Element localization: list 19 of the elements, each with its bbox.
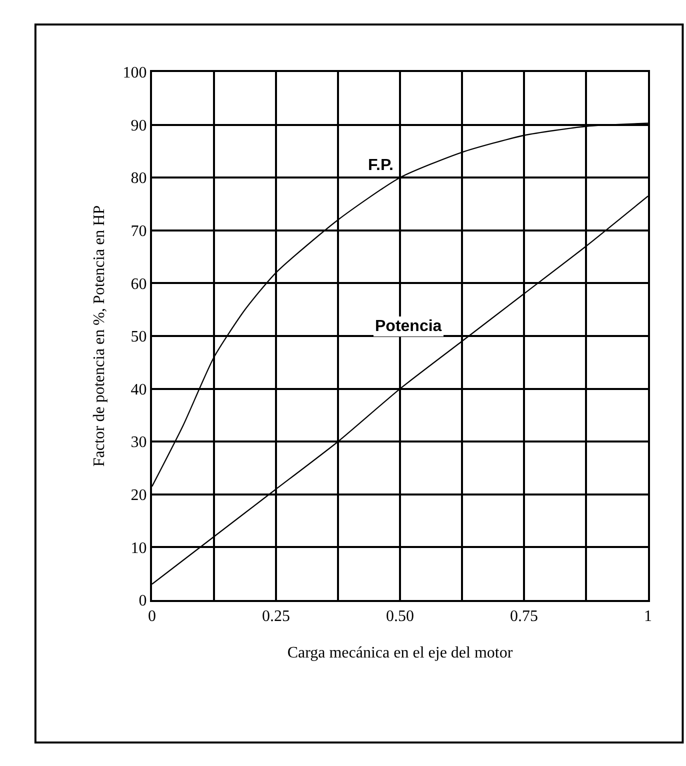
y-tick-label: 80 <box>130 170 147 188</box>
y-tick-label: 60 <box>130 276 147 293</box>
x-tick-label: 0.75 <box>510 608 538 626</box>
y-tick-label: 90 <box>130 117 147 134</box>
y-tick-label: 70 <box>130 223 147 240</box>
y-tick-label: 50 <box>130 328 147 346</box>
y-tick-label: 100 <box>122 64 147 82</box>
x-tick-label: 1 <box>644 608 652 626</box>
y-tick-label: 0 <box>138 592 147 610</box>
y-axis-title: Factor de potencia en %, Potencia en HP <box>91 205 108 467</box>
y-tick-label: 40 <box>130 381 147 398</box>
series-label: F.P. <box>368 157 394 174</box>
y-tick-label: 20 <box>130 487 147 504</box>
y-tick-label: 30 <box>130 434 147 452</box>
y-tick-label: 10 <box>130 540 147 557</box>
series-label: Potencia <box>375 318 442 335</box>
x-axis-title: Carga mecánica en el eje del motor <box>287 644 514 662</box>
x-tick-label: 0.25 <box>262 608 290 626</box>
x-tick-label: 0.50 <box>386 608 414 626</box>
